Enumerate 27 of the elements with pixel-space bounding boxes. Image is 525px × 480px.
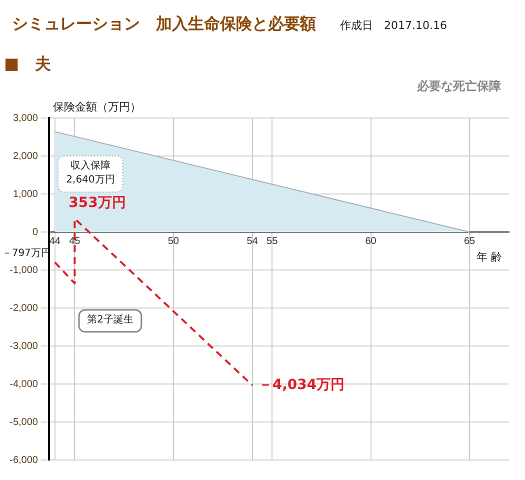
y-tick-label: 0 xyxy=(32,226,38,238)
x-tick-label: 55 xyxy=(266,236,278,247)
x-tick-label: 50 xyxy=(168,236,180,247)
chart-subtitle: ■ 夫 xyxy=(4,54,52,75)
y-tick-label: -1,000 xyxy=(10,264,38,276)
y-tick-label: 1,000 xyxy=(12,188,38,200)
y-tick-label: 2,000 xyxy=(12,150,38,162)
text: 必要な死亡保障 xyxy=(417,78,501,95)
y-tick-label: -6,000 xyxy=(10,454,38,466)
x-tick-label: 45 xyxy=(69,236,81,247)
y-tick-label: 3,000 xyxy=(12,112,38,124)
y-tick-label: -5,000 xyxy=(10,416,38,428)
annotation: 353万円 xyxy=(68,195,126,212)
annotation: －4,034万円 xyxy=(258,376,345,393)
y-tick-label: -3,000 xyxy=(10,340,38,352)
chart-title: シミュレーション 加入生命保険と必要額 xyxy=(12,14,316,35)
y-tick-label: -4,000 xyxy=(10,378,38,390)
annotation: 第2子誕生 xyxy=(87,313,134,326)
x-tick-label: 65 xyxy=(464,236,476,247)
x-tick-label: 54 xyxy=(246,236,258,247)
x-tick-label: 44 xyxy=(49,236,61,247)
x-tick-label: 60 xyxy=(365,236,377,247)
text: 作成日 2017.10.16 xyxy=(340,18,447,33)
annotation: 収入保障 2,640万円 xyxy=(66,160,115,186)
x-axis-title: 年 齢 xyxy=(476,250,502,264)
y-tick-label: -2,000 xyxy=(10,302,38,314)
y-axis-title: 保険金額（万円） xyxy=(53,100,141,114)
